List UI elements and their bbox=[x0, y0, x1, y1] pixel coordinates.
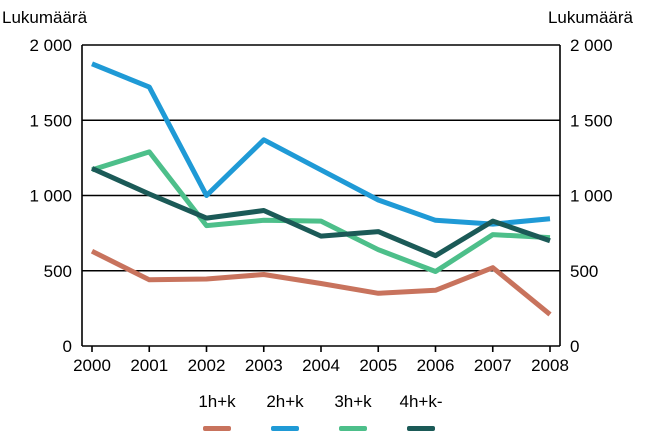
legend-label: 2h+k bbox=[266, 392, 304, 411]
x-tick-label: 2005 bbox=[359, 356, 397, 375]
y-tick-label-left: 1 500 bbox=[29, 111, 72, 130]
y-tick-label-left: 0 bbox=[63, 337, 72, 356]
y-tick-label-right: 0 bbox=[570, 337, 579, 356]
legend-swatch bbox=[407, 426, 435, 431]
tick-labels: 0 0 500 500 1 000 1 000 1 500 1 500 2 000 2 000 20… bbox=[29, 36, 612, 375]
y-tick-label-left: 1 000 bbox=[29, 187, 72, 206]
y-tick-label-right: 500 bbox=[570, 262, 598, 281]
legend-item: 2h+k bbox=[253, 392, 317, 431]
x-tick-label: 2002 bbox=[188, 356, 226, 375]
legend-swatch bbox=[203, 426, 231, 431]
y-axis-label-left: Lukumäärä bbox=[2, 8, 88, 27]
series-lines bbox=[90, 61, 552, 317]
y-tick-label-left: 500 bbox=[44, 262, 72, 281]
series-line-1h+k bbox=[90, 248, 552, 317]
x-tick-label: 2001 bbox=[130, 356, 168, 375]
axes bbox=[81, 45, 561, 352]
series-line-2h+k bbox=[91, 61, 551, 227]
x-tick-label: 2008 bbox=[531, 356, 569, 375]
y-tick-label-right: 1 500 bbox=[570, 111, 613, 130]
series-line-4h+k- bbox=[90, 166, 551, 259]
y-tick-label-right: 2 000 bbox=[570, 36, 613, 55]
x-tick-label: 2003 bbox=[245, 356, 283, 375]
legend-item: 1h+k bbox=[185, 392, 249, 431]
y-axis-label-right: Lukumäärä bbox=[547, 8, 633, 27]
y-tick-label-right: 1 000 bbox=[570, 187, 613, 206]
legend-label: 3h+k bbox=[334, 392, 372, 411]
legend-item: 4h+k- bbox=[389, 392, 453, 431]
legend-label: 4h+k- bbox=[399, 392, 443, 411]
x-tick-label: 2004 bbox=[302, 356, 340, 375]
legend-swatch bbox=[271, 426, 299, 431]
x-tick-label: 2000 bbox=[73, 356, 111, 375]
series-line-3h+k bbox=[91, 149, 551, 274]
x-tick-label: 2007 bbox=[474, 356, 512, 375]
x-tick-label: 2006 bbox=[417, 356, 455, 375]
y-tick-label-left: 2 000 bbox=[29, 36, 72, 55]
legend-item: 3h+k bbox=[321, 392, 385, 431]
legend-swatch bbox=[339, 426, 367, 431]
legend-label: 1h+k bbox=[198, 392, 236, 411]
